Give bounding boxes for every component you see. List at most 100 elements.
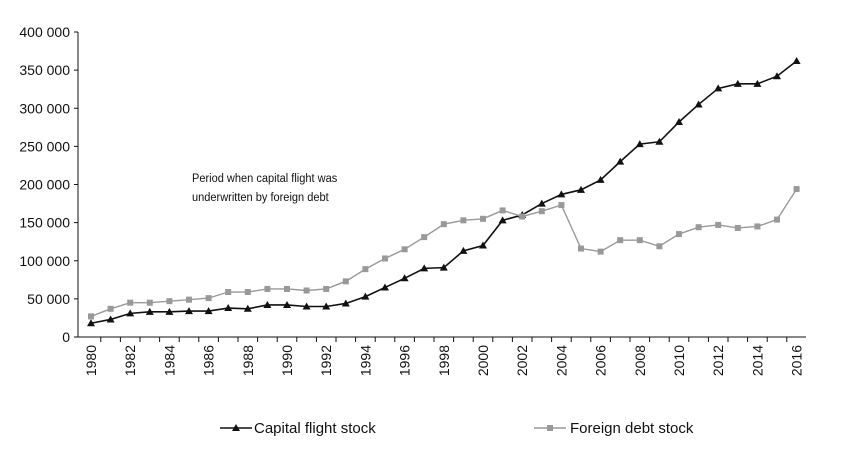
capital-flight-point bbox=[204, 307, 213, 315]
x-tick-label: 1996 bbox=[397, 345, 413, 376]
x-tick-label: 2006 bbox=[593, 345, 609, 376]
x-tick-label: 2008 bbox=[632, 345, 648, 376]
foreign-debt-point bbox=[284, 285, 290, 292]
y-tick-label: 50 000 bbox=[27, 291, 70, 307]
capital-flight-point bbox=[498, 216, 507, 224]
capital-flight-point bbox=[302, 302, 311, 310]
foreign-debt-point bbox=[244, 289, 251, 296]
x-tick-label: 1982 bbox=[122, 345, 138, 376]
x-tick-label: 2010 bbox=[671, 345, 687, 376]
x-tick-label: 2002 bbox=[514, 345, 530, 376]
foreign-debt-point bbox=[578, 245, 584, 252]
capital-flight-point bbox=[537, 199, 546, 207]
capital-flight-point bbox=[655, 137, 664, 145]
capital-flight-point bbox=[753, 79, 762, 87]
capital-flight-point bbox=[773, 72, 781, 80]
foreign-debt-point bbox=[166, 298, 173, 305]
annotation-line-1: Period when capital flight was bbox=[192, 173, 337, 185]
y-tick-label: 0 bbox=[62, 329, 70, 345]
y-tick-label: 250 000 bbox=[19, 138, 70, 154]
foreign-debt-point bbox=[186, 296, 192, 303]
foreign-debt-point bbox=[793, 186, 800, 193]
capital-flight-point bbox=[577, 185, 585, 193]
capital-flight-point bbox=[420, 264, 429, 272]
foreign-debt-point bbox=[264, 285, 271, 292]
series-group bbox=[87, 56, 801, 327]
foreign-debt-point bbox=[205, 295, 212, 302]
x-tick-label: 2014 bbox=[749, 345, 765, 376]
foreign-debt-point bbox=[401, 246, 408, 253]
foreign-debt-point bbox=[499, 207, 506, 214]
legend-capital-flight-label: Capital flight stock bbox=[254, 420, 376, 437]
capital-flight-point bbox=[479, 241, 487, 249]
y-tick-label: 100 000 bbox=[19, 253, 70, 269]
foreign-debt-point bbox=[362, 266, 369, 273]
x-tick-label: 1984 bbox=[161, 345, 177, 376]
y-tick-label: 400 000 bbox=[19, 24, 70, 40]
capital-flight-point bbox=[87, 319, 95, 327]
foreign-debt-point bbox=[636, 237, 643, 244]
foreign-debt-point bbox=[421, 234, 428, 241]
foreign-debt-point bbox=[480, 215, 486, 222]
capital-flight-point bbox=[283, 300, 291, 308]
capital-flight-point bbox=[126, 309, 135, 317]
axes: 0 50 000 100 000 150 000 200 000 250 000 300 0… bbox=[19, 24, 806, 376]
legend-capital-flight-marker bbox=[232, 424, 240, 431]
capital-flight-point bbox=[694, 100, 703, 108]
foreign-debt-point bbox=[225, 289, 232, 296]
foreign-debt-point bbox=[597, 248, 604, 255]
foreign-debt-point bbox=[382, 255, 388, 262]
x-tick-label: 2004 bbox=[553, 345, 569, 376]
capital-flight-point bbox=[165, 307, 174, 315]
capital-flight-point bbox=[224, 304, 233, 312]
capital-flight-point bbox=[243, 304, 252, 312]
foreign-debt-point bbox=[146, 299, 153, 306]
foreign-debt-point bbox=[538, 208, 545, 215]
foreign-debt-point bbox=[303, 287, 310, 294]
x-tick-label: 2012 bbox=[710, 345, 726, 376]
capital-flight-point bbox=[459, 246, 468, 254]
x-tick-label: 1994 bbox=[357, 345, 373, 376]
capital-flight-point bbox=[322, 302, 331, 310]
foreign-debt-point bbox=[342, 278, 349, 285]
capital-flight-point bbox=[733, 79, 742, 87]
capital-flight-point bbox=[635, 140, 644, 148]
x-tick-label: 1980 bbox=[83, 345, 99, 376]
foreign-debt-point bbox=[107, 305, 114, 312]
foreign-debt-point bbox=[519, 213, 526, 220]
capital-flight-point bbox=[400, 274, 409, 282]
capital-flight-point bbox=[381, 283, 389, 291]
capital-flight-point bbox=[145, 307, 154, 315]
capital-flight-point bbox=[185, 307, 193, 315]
annotation-line-2: underwritten by foreign debt bbox=[192, 192, 329, 204]
foreign-debt-point bbox=[127, 299, 134, 306]
y-tick-label: 300 000 bbox=[19, 100, 70, 116]
capital-flight-point bbox=[106, 315, 115, 323]
capital-flight-point bbox=[714, 84, 723, 92]
capital-flight-point bbox=[596, 175, 605, 183]
x-tick-label: 1990 bbox=[279, 345, 295, 376]
foreign-debt-point bbox=[440, 221, 447, 228]
capital-flight-point bbox=[616, 157, 625, 165]
capital-flight-point bbox=[792, 56, 801, 64]
capital-flight-point bbox=[557, 190, 566, 198]
y-tick-label: 200 000 bbox=[19, 177, 70, 193]
foreign-debt-point bbox=[88, 313, 94, 320]
y-tick-label: 350 000 bbox=[19, 62, 70, 78]
y-tick-label: 150 000 bbox=[19, 215, 70, 231]
x-tick-label: 1998 bbox=[436, 345, 452, 376]
legend: Capital flight stock Foreign debt stock bbox=[220, 420, 694, 437]
foreign-debt-point bbox=[323, 285, 330, 292]
legend-foreign-debt-marker bbox=[547, 425, 553, 431]
foreign-debt-point bbox=[695, 224, 702, 231]
foreign-debt-point bbox=[617, 237, 624, 244]
foreign-debt-point bbox=[558, 202, 565, 209]
foreign-debt-point bbox=[676, 231, 682, 238]
x-tick-label: 2016 bbox=[789, 345, 805, 376]
foreign-debt-point bbox=[734, 224, 741, 231]
series-line-1 bbox=[90, 188, 798, 318]
legend-foreign-debt-label: Foreign debt stock bbox=[570, 420, 694, 437]
foreign-debt-point bbox=[715, 221, 722, 228]
foreign-debt-point bbox=[774, 216, 780, 223]
